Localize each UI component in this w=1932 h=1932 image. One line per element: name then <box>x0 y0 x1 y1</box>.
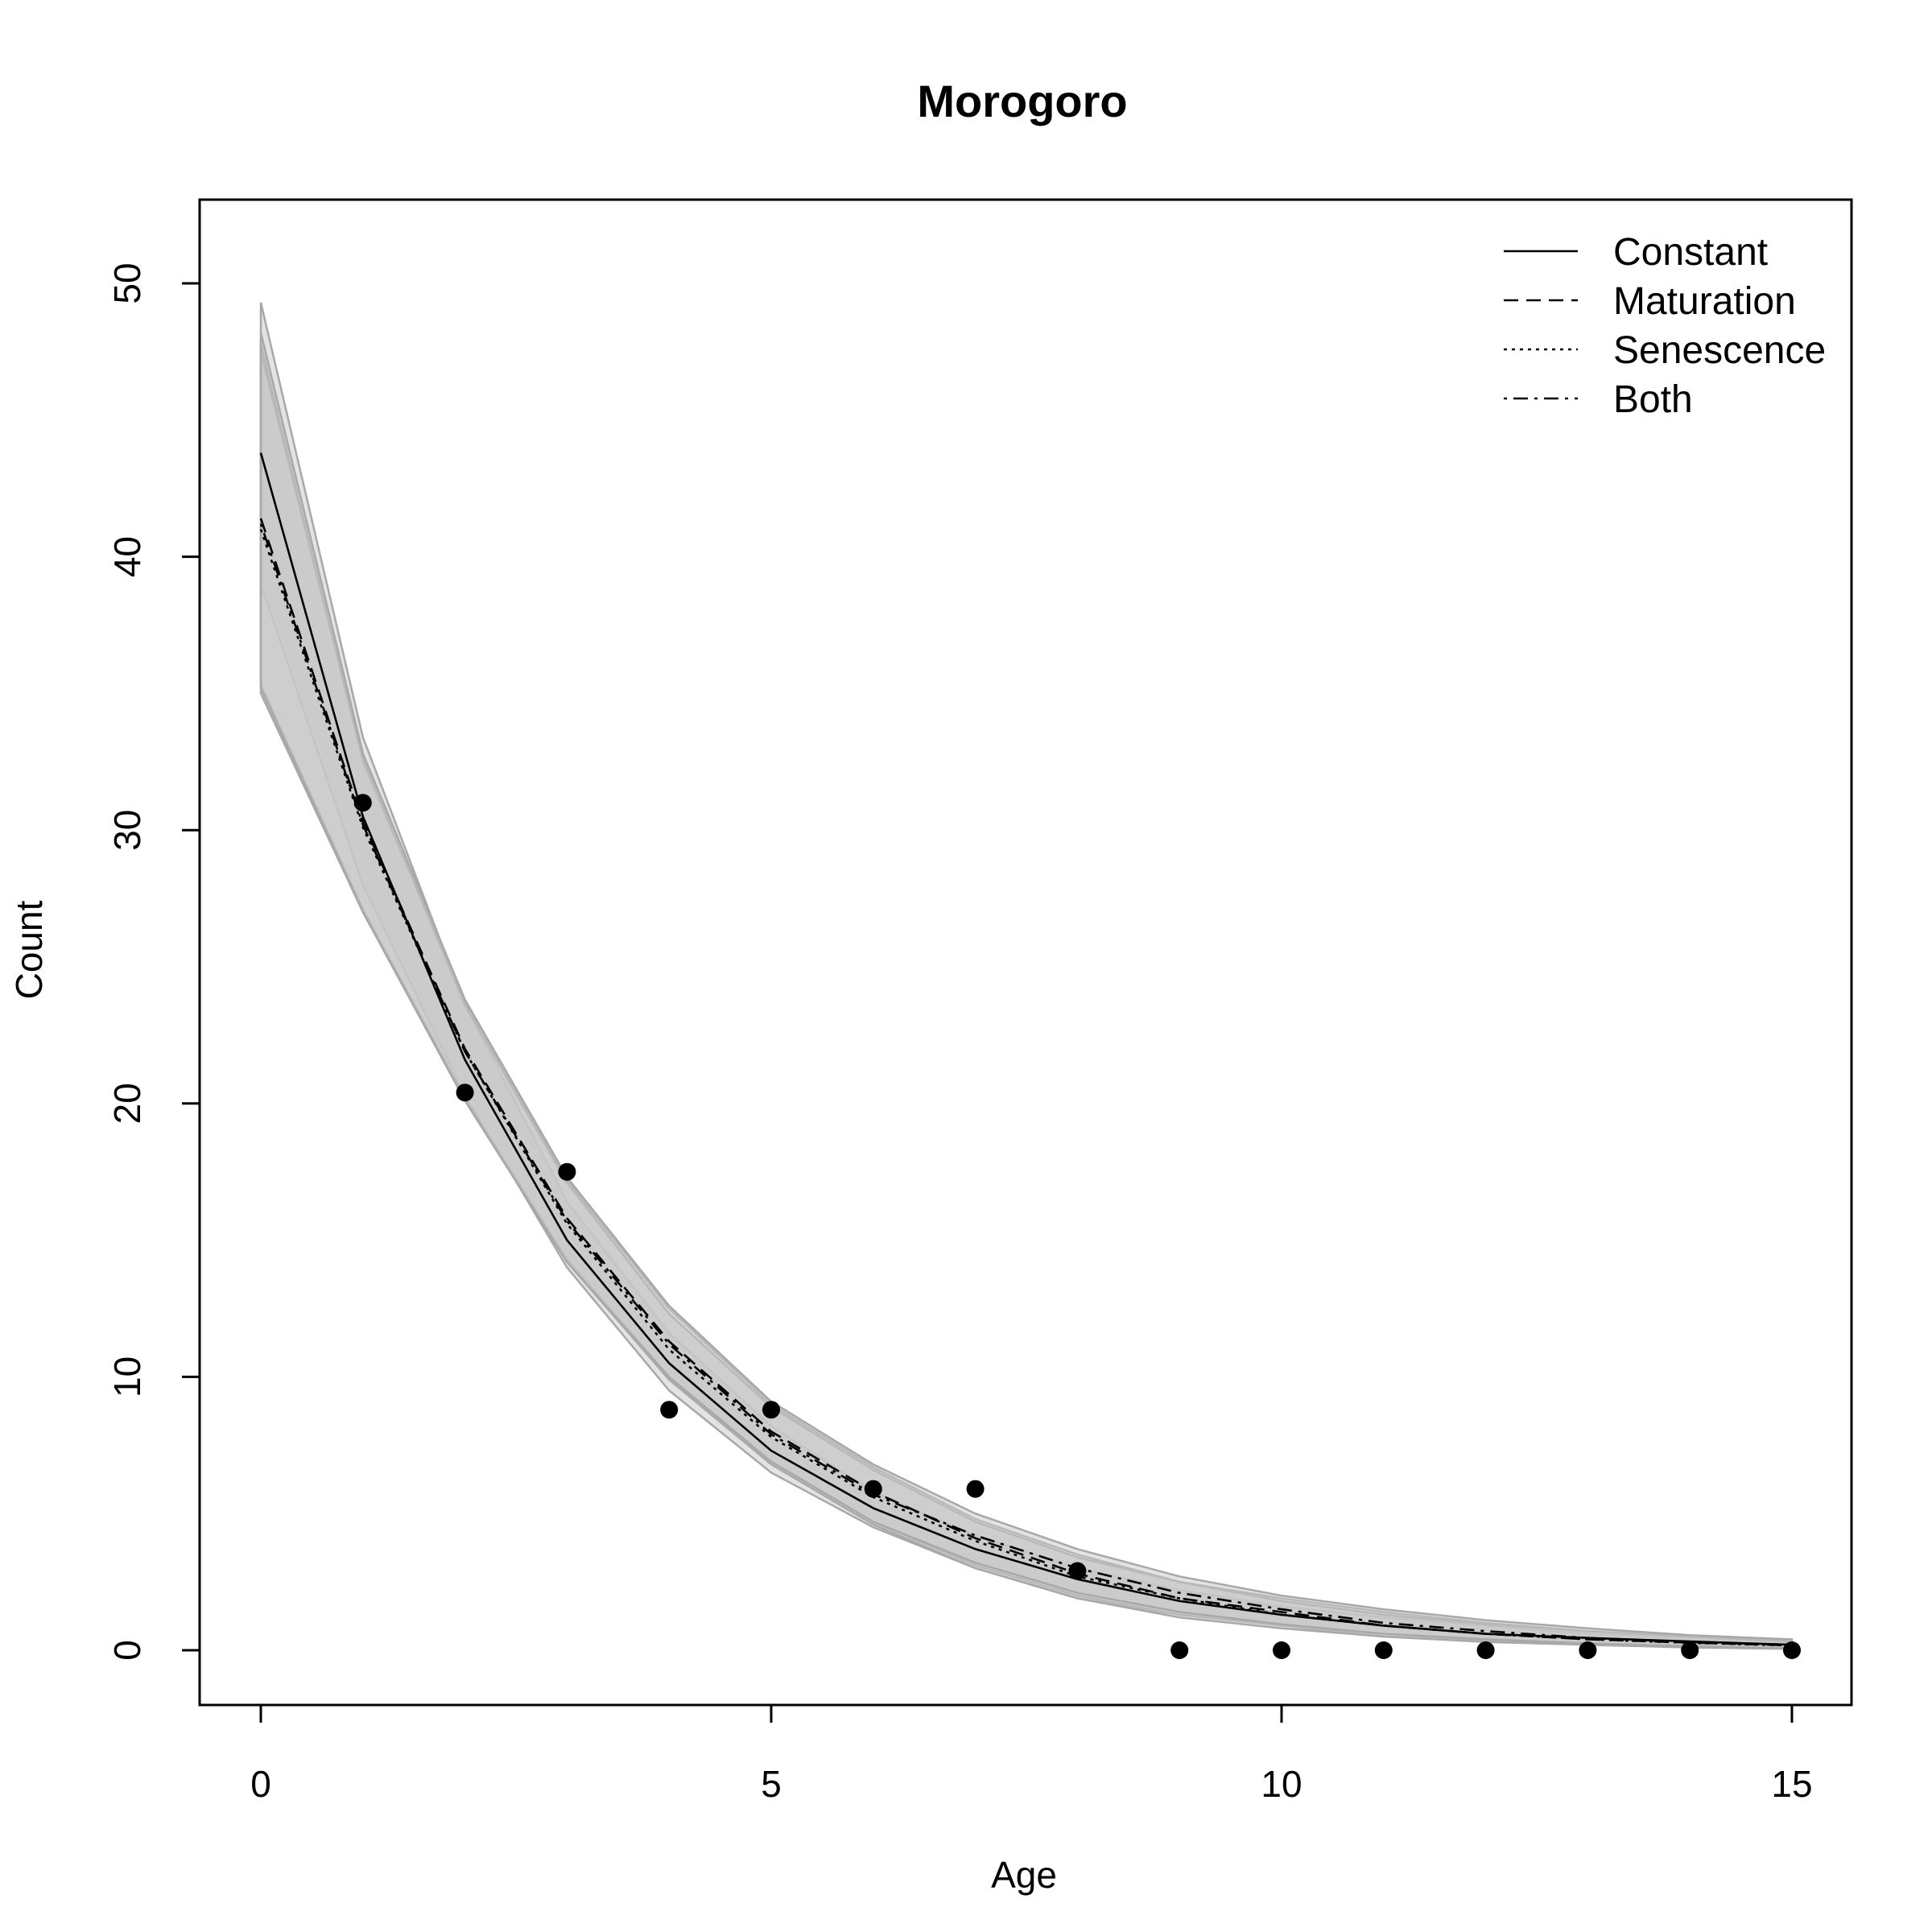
observed-points <box>353 794 1801 1659</box>
band-constant <box>259 302 1794 1649</box>
data-point <box>1374 1641 1393 1659</box>
band-senescence <box>259 351 1794 1650</box>
data-point <box>353 794 372 812</box>
legend-label-maturation: Maturation <box>1613 280 1796 323</box>
x-axis-label: Age <box>991 1854 1057 1896</box>
data-point <box>1579 1641 1597 1659</box>
data-point <box>864 1480 882 1498</box>
series-lines <box>259 452 1793 1647</box>
y-tick-label: 50 <box>106 262 148 303</box>
data-point <box>1273 1641 1290 1659</box>
x-axis: 0 5 10 15 <box>250 1703 1813 1805</box>
data-point <box>456 1084 474 1102</box>
x-tick-label: 10 <box>1261 1763 1302 1805</box>
band-maturation <box>259 343 1794 1650</box>
data-point <box>966 1480 985 1498</box>
data-point <box>660 1401 679 1419</box>
legend-label-senescence: Senescence <box>1613 329 1826 372</box>
y-tick-label: 30 <box>106 810 148 851</box>
band-both <box>259 332 1794 1649</box>
legend: Constant Maturation Senescence Both <box>1504 231 1826 421</box>
x-tick-label: 15 <box>1771 1763 1812 1805</box>
x-tick-label: 5 <box>761 1763 782 1805</box>
y-tick-label: 0 <box>106 1640 148 1661</box>
y-tick-label: 10 <box>106 1356 148 1397</box>
y-tick-label: 20 <box>106 1083 148 1124</box>
series-line-constant <box>259 452 1793 1646</box>
y-axis-label: Count <box>8 900 50 999</box>
data-point <box>1068 1562 1087 1580</box>
data-point <box>1476 1641 1495 1659</box>
confidence-bands <box>259 302 1794 1650</box>
data-point <box>762 1401 780 1419</box>
data-point <box>1681 1641 1699 1659</box>
plot-frame <box>198 198 1853 1707</box>
chart-title: Morogoro <box>917 76 1127 126</box>
series-line-both <box>259 523 1793 1646</box>
legend-label-both: Both <box>1613 378 1693 421</box>
y-axis: 0 10 20 30 40 50 <box>106 262 201 1661</box>
legend-label-constant: Constant <box>1613 231 1768 274</box>
y-tick-label: 40 <box>106 536 148 577</box>
data-point <box>1783 1641 1801 1659</box>
data-point <box>1170 1641 1189 1659</box>
series-line-maturation <box>259 518 1793 1647</box>
data-point <box>558 1162 576 1181</box>
x-tick-label: 0 <box>250 1763 271 1805</box>
